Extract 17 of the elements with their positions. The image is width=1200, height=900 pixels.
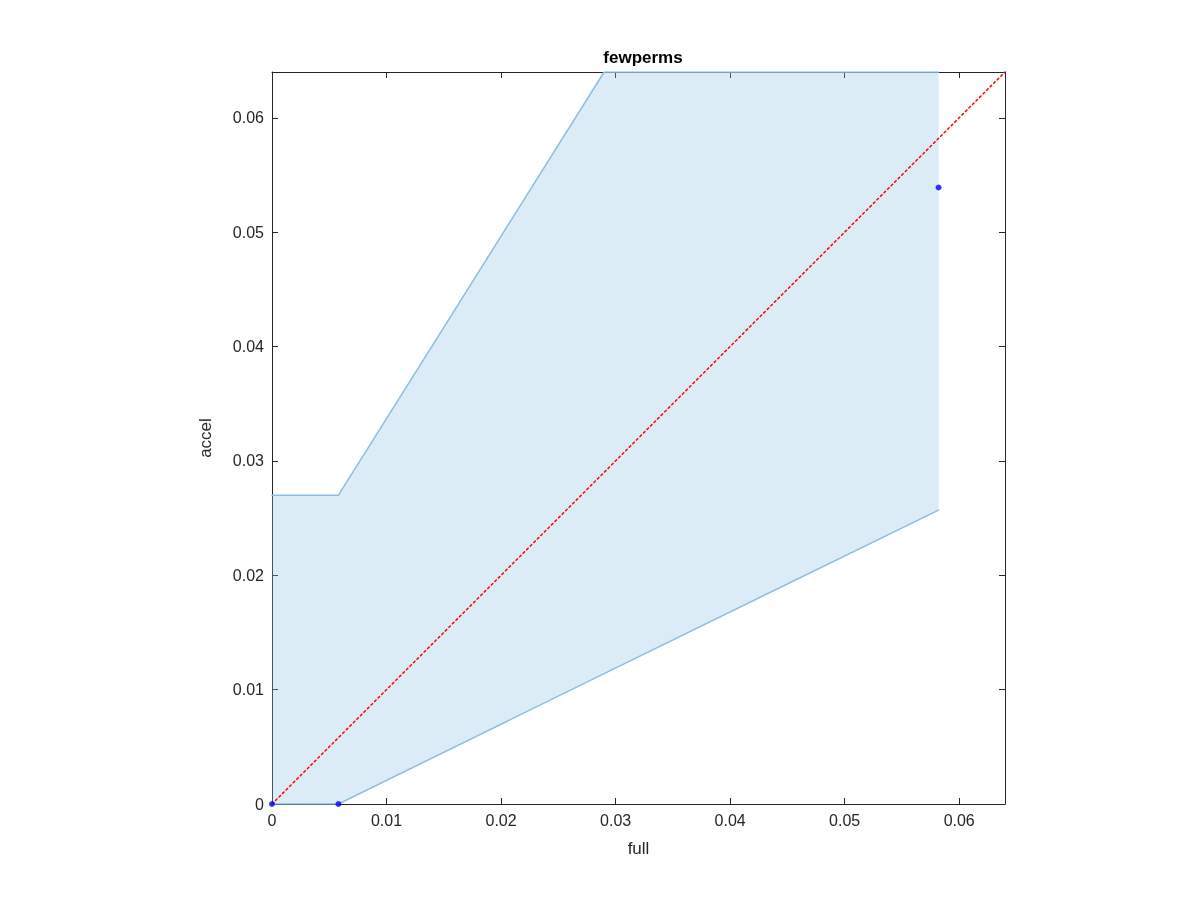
y-tick-label: 0 xyxy=(255,795,265,813)
x-tick-label: 0.06 xyxy=(943,811,975,829)
y-tick-label: 0.01 xyxy=(232,681,265,699)
x-tick-label: 0.02 xyxy=(485,811,517,829)
y-tick-label: 0.05 xyxy=(232,223,265,241)
y-tick-label: 0.02 xyxy=(232,566,265,584)
y-axis-title: accel xyxy=(196,418,215,458)
chart-title: fewperms xyxy=(603,48,683,67)
x-tick-label: 0.03 xyxy=(600,811,632,829)
x-axis-title: full xyxy=(627,839,650,858)
y-tick-label: 0.04 xyxy=(232,338,265,355)
x-tick-label: 0 xyxy=(267,811,277,829)
y-tick-label: 0.06 xyxy=(232,109,265,127)
x-tick-label: 0.04 xyxy=(714,811,746,829)
x-tick-label: 0.05 xyxy=(829,811,861,829)
y-tick-label: 0.03 xyxy=(232,452,265,470)
x-tick-label: 0.01 xyxy=(370,811,403,829)
